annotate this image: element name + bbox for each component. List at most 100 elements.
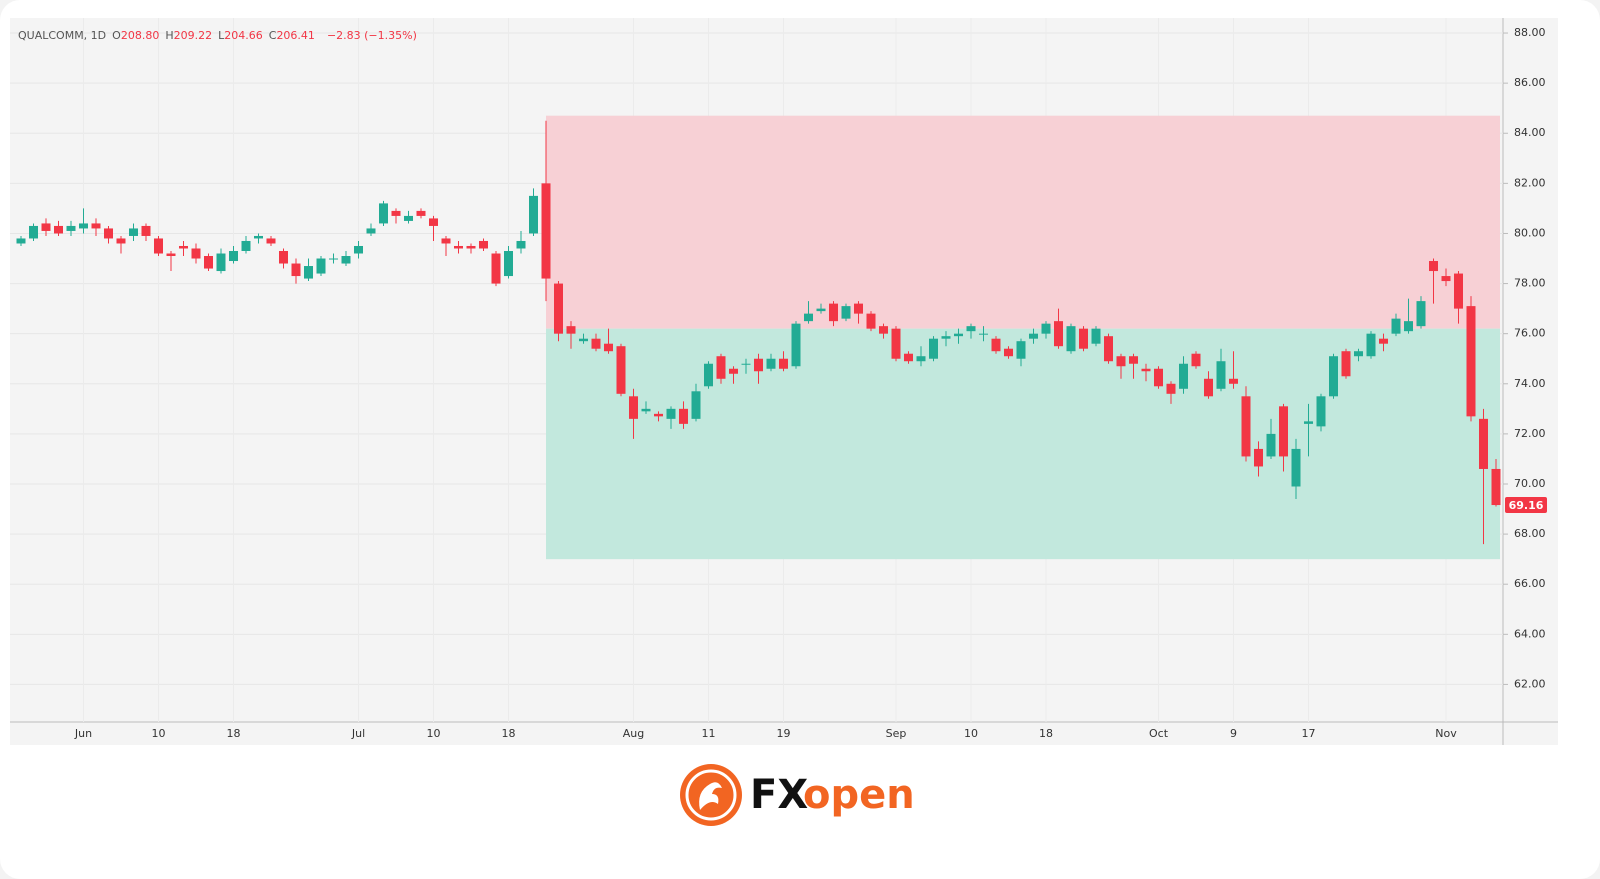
candle-body <box>1329 356 1338 397</box>
candle-body <box>1279 406 1288 457</box>
y-tick-label: 68.00 <box>1514 527 1546 540</box>
candle-body <box>1304 421 1313 424</box>
candle-body <box>204 256 213 269</box>
candle-body <box>241 240 251 251</box>
candle-body <box>1141 368 1151 372</box>
y-tick-label: 74.00 <box>1514 377 1546 390</box>
candle-body <box>1066 326 1076 352</box>
candle-body <box>1379 338 1388 344</box>
candle-body <box>829 303 838 322</box>
candle-body <box>766 358 776 369</box>
candle-body <box>704 363 713 387</box>
logo-icon-ring <box>685 769 737 821</box>
candle-body <box>1216 361 1226 389</box>
candle-body <box>1341 351 1351 377</box>
field-value: 204.66 <box>224 29 263 42</box>
candle-body <box>529 195 538 234</box>
candle-body <box>1104 336 1113 362</box>
candle-body <box>29 225 38 239</box>
field-key: C <box>268 29 277 42</box>
candle-body <box>691 391 701 419</box>
candle-body <box>1116 356 1126 367</box>
candle-body <box>1016 341 1026 359</box>
y-tick-label: 72.00 <box>1514 427 1546 440</box>
field-key: L <box>218 29 225 42</box>
candle-body <box>116 238 126 244</box>
candle-body <box>41 223 51 231</box>
candle-body <box>54 225 63 234</box>
candle-body <box>1391 318 1401 334</box>
y-tick-label: 86.00 <box>1514 76 1546 89</box>
candle-body <box>1429 261 1438 272</box>
candle-body <box>379 203 388 224</box>
candle-body <box>1029 333 1038 339</box>
candle-body <box>616 346 626 394</box>
candle-body <box>1466 306 1476 417</box>
candle-body <box>291 263 301 277</box>
zones <box>546 115 1500 560</box>
candle-body <box>966 326 976 332</box>
candle-body <box>91 223 101 229</box>
candle-body <box>429 218 438 226</box>
candle-body <box>1266 433 1276 457</box>
candle-body <box>1316 396 1326 427</box>
candle-body <box>591 338 601 349</box>
candle-body <box>716 356 726 379</box>
x-tick-label: 9 <box>1230 727 1237 740</box>
candle-body <box>866 313 876 329</box>
candle-body <box>1441 276 1451 282</box>
candle-body <box>179 245 188 249</box>
candle-body <box>479 240 488 249</box>
x-tick-label: 11 <box>702 727 716 740</box>
candle-body <box>604 343 613 352</box>
x-tick-label: Sep <box>886 727 907 740</box>
symbol: QUALCOMM, 1D <box>18 29 107 42</box>
candle-body <box>1091 328 1101 344</box>
candle-body <box>954 333 963 337</box>
candle-body <box>1241 396 1251 457</box>
y-tick-label: 88.00 <box>1514 26 1546 39</box>
x-tick-label: 10 <box>152 727 166 740</box>
candle-body <box>979 333 988 335</box>
candle-body <box>391 210 401 216</box>
x-tick-label: Nov <box>1435 727 1457 740</box>
candle-body <box>1204 378 1213 397</box>
candle-body <box>816 308 826 312</box>
candle-body <box>741 363 751 365</box>
target-zone <box>546 328 1500 560</box>
y-tick-label: 82.00 <box>1514 176 1546 189</box>
x-tick-label: Aug <box>623 727 644 740</box>
candle-body <box>129 228 138 236</box>
candle-body <box>1191 353 1201 367</box>
x-tick-label: 10 <box>427 727 441 740</box>
legend-header: QUALCOMM, 1D O208.80 H209.22 L204.66 C206.41… <box>18 29 423 42</box>
candle-body <box>316 258 326 274</box>
candle-body <box>329 258 338 260</box>
candle-body <box>729 368 738 374</box>
logo: FX open <box>680 764 915 826</box>
y-tick-label: 70.00 <box>1514 477 1546 490</box>
candle-body <box>279 250 288 264</box>
field-key: O <box>112 29 121 42</box>
candle-body <box>516 240 526 249</box>
candle-body <box>254 235 263 239</box>
y-tick-label: 84.00 <box>1514 126 1546 139</box>
candle-body <box>1354 351 1363 357</box>
candle-body <box>1416 301 1426 327</box>
candle-body <box>1229 378 1238 384</box>
x-tick-label: Jun <box>74 727 92 740</box>
x-tick-label: 10 <box>964 727 978 740</box>
x-tick-label: 18 <box>1039 727 1053 740</box>
last-price-label: 69.16 <box>1509 499 1544 512</box>
candle-body <box>441 238 451 244</box>
field-value: 206.41 <box>276 29 315 42</box>
candle-body <box>366 228 376 234</box>
candle-body <box>104 228 113 239</box>
y-tick-label: 76.00 <box>1514 327 1546 340</box>
candle-body <box>1154 368 1163 387</box>
x-tick-label: 17 <box>1302 727 1316 740</box>
candle-body <box>79 223 88 229</box>
candle-body <box>666 408 676 419</box>
